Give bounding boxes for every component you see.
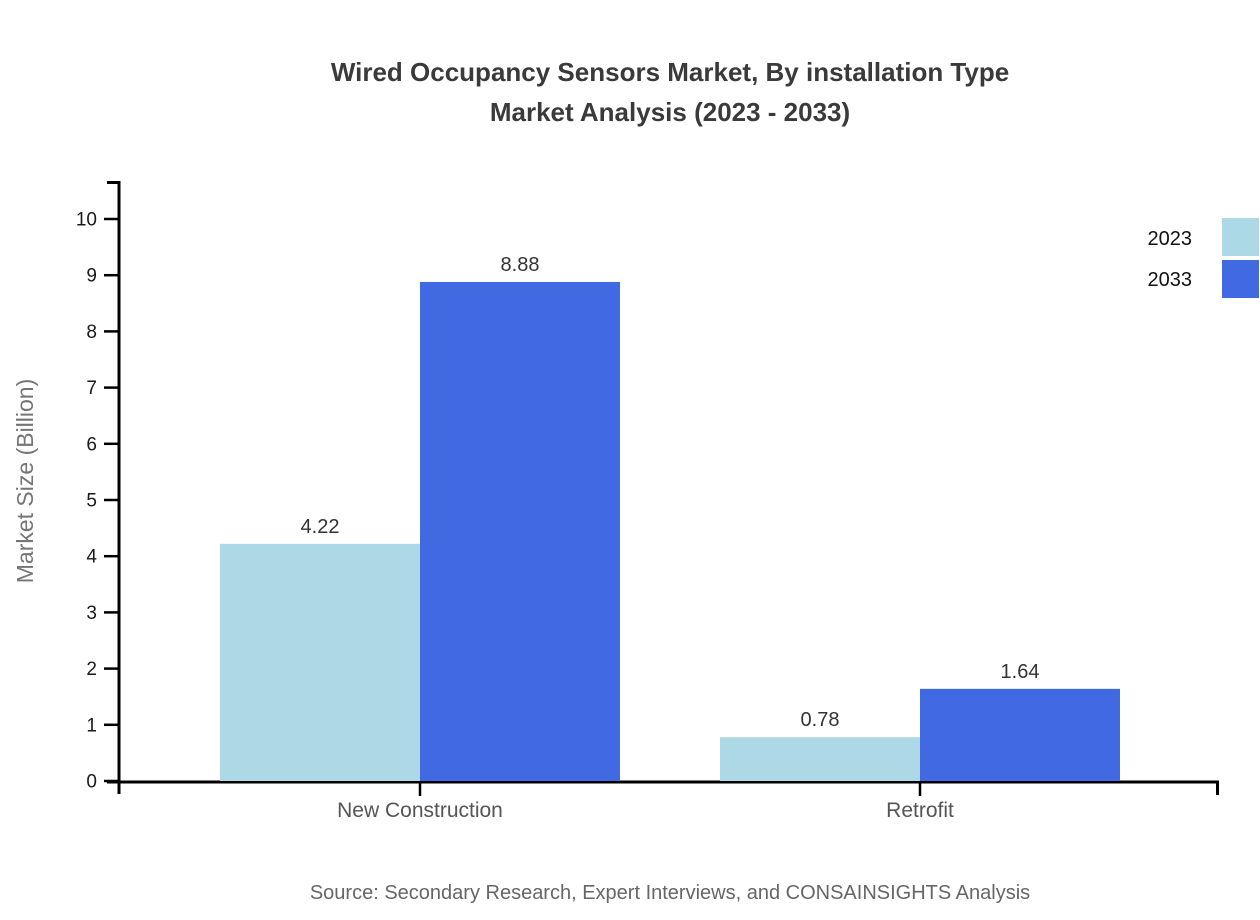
y-tick-label-4: 4 [86,547,97,568]
y-tick-label-6: 6 [86,434,97,455]
bar-2033-retrofit [920,688,1120,781]
y-axis-ticks: 0 1 2 3 4 5 6 7 8 9 10 [76,210,119,793]
legend-label-2033: 2033 [1148,269,1193,291]
y-axis-title: Market Size (Billion) [12,379,38,584]
bar-value-labels: 4.22 8.88 0.78 1.64 [301,254,1040,731]
legend: 2023 2033 [1148,218,1259,298]
y-tick-label-10: 10 [76,210,97,231]
y-tick-label-5: 5 [86,491,97,512]
chart-title-line2: Market Analysis (2023 - 2033) [490,97,850,127]
legend-label-2023: 2023 [1148,228,1193,250]
category-label-0: New Construction [337,799,503,822]
value-label-2033-0: 8.88 [501,254,540,276]
bar-2023-new-construction [220,543,420,781]
axes [107,181,1219,795]
value-label-2033-1: 1.64 [1001,661,1040,683]
source-text: Source: Secondary Research, Expert Inter… [310,882,1030,904]
y-tick-label-8: 8 [86,322,97,343]
y-tick-label-2: 2 [86,659,97,680]
y-tick-label-3: 3 [86,603,97,624]
legend-swatch-2023 [1222,218,1259,256]
bar-2023-retrofit [720,737,920,781]
legend-swatch-2033 [1222,260,1259,298]
category-labels: New Construction Retrofit [337,799,954,822]
x-axis-ticks [418,782,922,796]
y-tick-label-9: 9 [86,266,97,287]
y-tick-label-1: 1 [86,715,97,736]
category-label-1: Retrofit [886,799,954,822]
y-tick-label-0: 0 [86,772,97,793]
chart-title-line1: Wired Occupancy Sensors Market, By insta… [331,57,1009,87]
value-label-2023-0: 4.22 [301,516,340,538]
value-label-2023-1: 0.78 [801,709,840,731]
y-tick-label-7: 7 [86,378,97,399]
bar-2033-new-construction [420,281,620,781]
bar-series [220,281,1120,781]
